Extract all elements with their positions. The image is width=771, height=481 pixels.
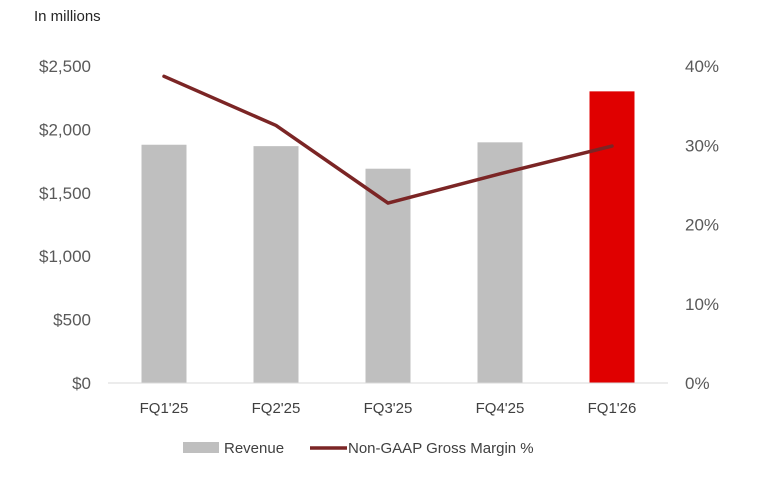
right-tick-label: 30% [685,136,719,155]
right-tick-label: 40% [685,57,719,76]
legend-label-margin: Non-GAAP Gross Margin % [348,440,534,457]
revenue-bar [365,168,411,383]
left-tick-label: $500 [53,311,91,330]
category-label: FQ4'25 [476,400,525,417]
left-tick-label: $1,500 [39,184,91,203]
right-tick-label: 10% [685,295,719,314]
unit-label: In millions [34,8,101,25]
revenue-bar [589,91,635,384]
category-label: FQ2'25 [252,400,301,417]
category-labels: FQ1'25 FQ2'25 FQ3'25 FQ4'25 FQ1'26 [140,400,637,417]
revenue-bar [253,146,299,383]
margin-line-series [162,74,614,205]
category-label: FQ1'25 [140,400,189,417]
left-tick-label: $0 [72,374,91,393]
left-tick-label: $2,000 [39,120,91,139]
right-tick-label: 0% [685,374,710,393]
legend-swatch-revenue [183,442,219,453]
right-axis-ticks: 0% 10% 20% 30% 40% [685,57,719,393]
category-label: FQ3'25 [364,400,413,417]
right-tick-label: 20% [685,216,719,235]
revenue-bar [477,142,523,383]
legend-label-revenue: Revenue [224,440,284,457]
category-label: FQ1'26 [588,400,637,417]
left-axis-ticks: $0 $500 $1,000 $1,500 $2,000 $2,500 [39,57,91,393]
revenue-bars [141,91,635,384]
left-tick-label: $2,500 [39,57,91,76]
legend: Revenue Non-GAAP Gross Margin % [183,440,534,457]
left-tick-label: $1,000 [39,247,91,266]
revenue-bar [141,144,187,383]
